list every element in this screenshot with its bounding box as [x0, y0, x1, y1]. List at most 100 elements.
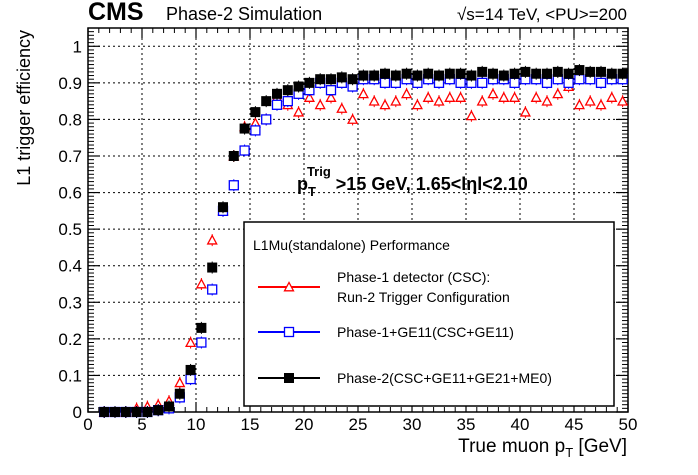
- data-point: [563, 68, 574, 79]
- data-point: [282, 95, 293, 107]
- data-point: [314, 98, 326, 110]
- data-point: [596, 66, 606, 77]
- x-axis-title-unit: [GeV]: [573, 436, 627, 457]
- cut-annotation-sup: Trig: [307, 164, 331, 179]
- y-tick-label: 0.5: [58, 220, 82, 239]
- data-point: [293, 81, 304, 92]
- data-point: [433, 95, 445, 106]
- y-tick-label: 0.4: [58, 257, 82, 276]
- data-point: [142, 407, 153, 417]
- legend-entry: Phase-1 detector (CSC): Run-2 Trigger Con…: [258, 269, 510, 305]
- data-point: [574, 65, 585, 76]
- data-point: [218, 202, 228, 213]
- data-point: [207, 284, 218, 295]
- data-point: [542, 68, 552, 79]
- data-point: [585, 66, 596, 77]
- data-point: [336, 72, 347, 83]
- data-point: [250, 107, 261, 118]
- data-point: [185, 336, 197, 347]
- data-point: [131, 407, 142, 417]
- data-point: [401, 68, 412, 79]
- series-layer: [98, 64, 629, 418]
- data-point: [196, 322, 207, 333]
- data-point: [304, 77, 315, 88]
- data-point: [466, 70, 477, 81]
- data-point: [185, 364, 196, 375]
- legend-title: L1Mu(standalone) Performance: [253, 237, 450, 253]
- data-point: [520, 66, 531, 77]
- data-point: [369, 70, 380, 81]
- y-tick-label: 0.3: [58, 293, 82, 312]
- data-point: [606, 91, 618, 102]
- data-point: [519, 106, 531, 117]
- y-tick-label: 0.8: [58, 110, 82, 129]
- data-point: [477, 77, 488, 89]
- data-point: [239, 123, 250, 134]
- data-point: [573, 98, 585, 110]
- data-point: [358, 70, 369, 81]
- data-point: [174, 388, 185, 399]
- cut-annotation-rest: >15 GeV, 1.65<lηl<2.10: [331, 174, 528, 194]
- data-point: [444, 68, 455, 79]
- data-point: [380, 68, 390, 79]
- legend-marker: [284, 373, 294, 383]
- legend-label: Phase-2(CSC+GE11+GE21+ME0): [337, 370, 552, 386]
- legend-marker: [283, 281, 295, 292]
- data-point: [606, 68, 617, 79]
- y-tick-label: 0.2: [58, 330, 82, 349]
- data-point: [357, 87, 369, 99]
- data-point: [423, 68, 434, 79]
- y-tick-label: 1: [73, 37, 82, 56]
- y-tick-label: 0: [73, 403, 82, 422]
- data-point: [325, 85, 337, 96]
- data-point: [99, 407, 110, 417]
- data-point: [228, 180, 239, 191]
- simulation-label: Phase-2 Simulation: [166, 4, 322, 24]
- data-point: [368, 95, 380, 106]
- data-point: [617, 68, 628, 79]
- data-point: [411, 98, 423, 110]
- y-tick-label: 0.1: [58, 366, 82, 385]
- x-tick-label: 30: [403, 415, 422, 434]
- legend-label: Phase-1 detector (CSC):: [337, 269, 490, 285]
- x-axis-title-sub: T: [565, 445, 573, 460]
- y-axis-title: L1 trigger efficiency: [14, 30, 34, 186]
- data-point: [465, 109, 477, 121]
- cut-annotation-sub: T: [308, 184, 316, 199]
- data-point: [412, 70, 423, 81]
- data-point: [153, 405, 164, 416]
- data-point: [455, 68, 466, 79]
- legend-entries: Phase-1 detector (CSC): Run-2 Trigger Con…: [258, 269, 552, 386]
- data-point: [552, 66, 563, 77]
- data-point: [303, 91, 315, 102]
- data-point: [552, 87, 564, 99]
- data-point: [531, 68, 542, 79]
- data-point: [509, 91, 521, 102]
- data-point: [347, 113, 359, 124]
- x-axis-title-main: True muon p: [458, 436, 565, 457]
- data-point: [325, 91, 337, 102]
- data-point: [164, 401, 174, 412]
- data-point: [476, 95, 488, 106]
- data-point: [228, 151, 239, 161]
- data-point: [498, 91, 510, 102]
- data-point: [206, 234, 218, 245]
- data-point: [336, 102, 348, 113]
- data-point: [261, 114, 272, 125]
- legend-label: Run-2 Trigger Configuration: [337, 289, 510, 305]
- x-tick-label: 35: [457, 415, 476, 434]
- x-tick-label: 50: [619, 415, 638, 434]
- x-tick-label: 45: [565, 415, 584, 434]
- data-point: [272, 88, 282, 99]
- data-point: [434, 70, 444, 81]
- data-point: [617, 95, 629, 106]
- data-point: [347, 74, 358, 85]
- x-tick-label: 10: [187, 415, 206, 434]
- data-point: [584, 95, 596, 106]
- x-tick-label: 25: [349, 415, 368, 434]
- data-point: [120, 407, 131, 417]
- data-point: [282, 85, 293, 96]
- energy-pu-label: √s=14 TeV, <PU>=200: [457, 5, 627, 24]
- legend-box: [243, 221, 615, 407]
